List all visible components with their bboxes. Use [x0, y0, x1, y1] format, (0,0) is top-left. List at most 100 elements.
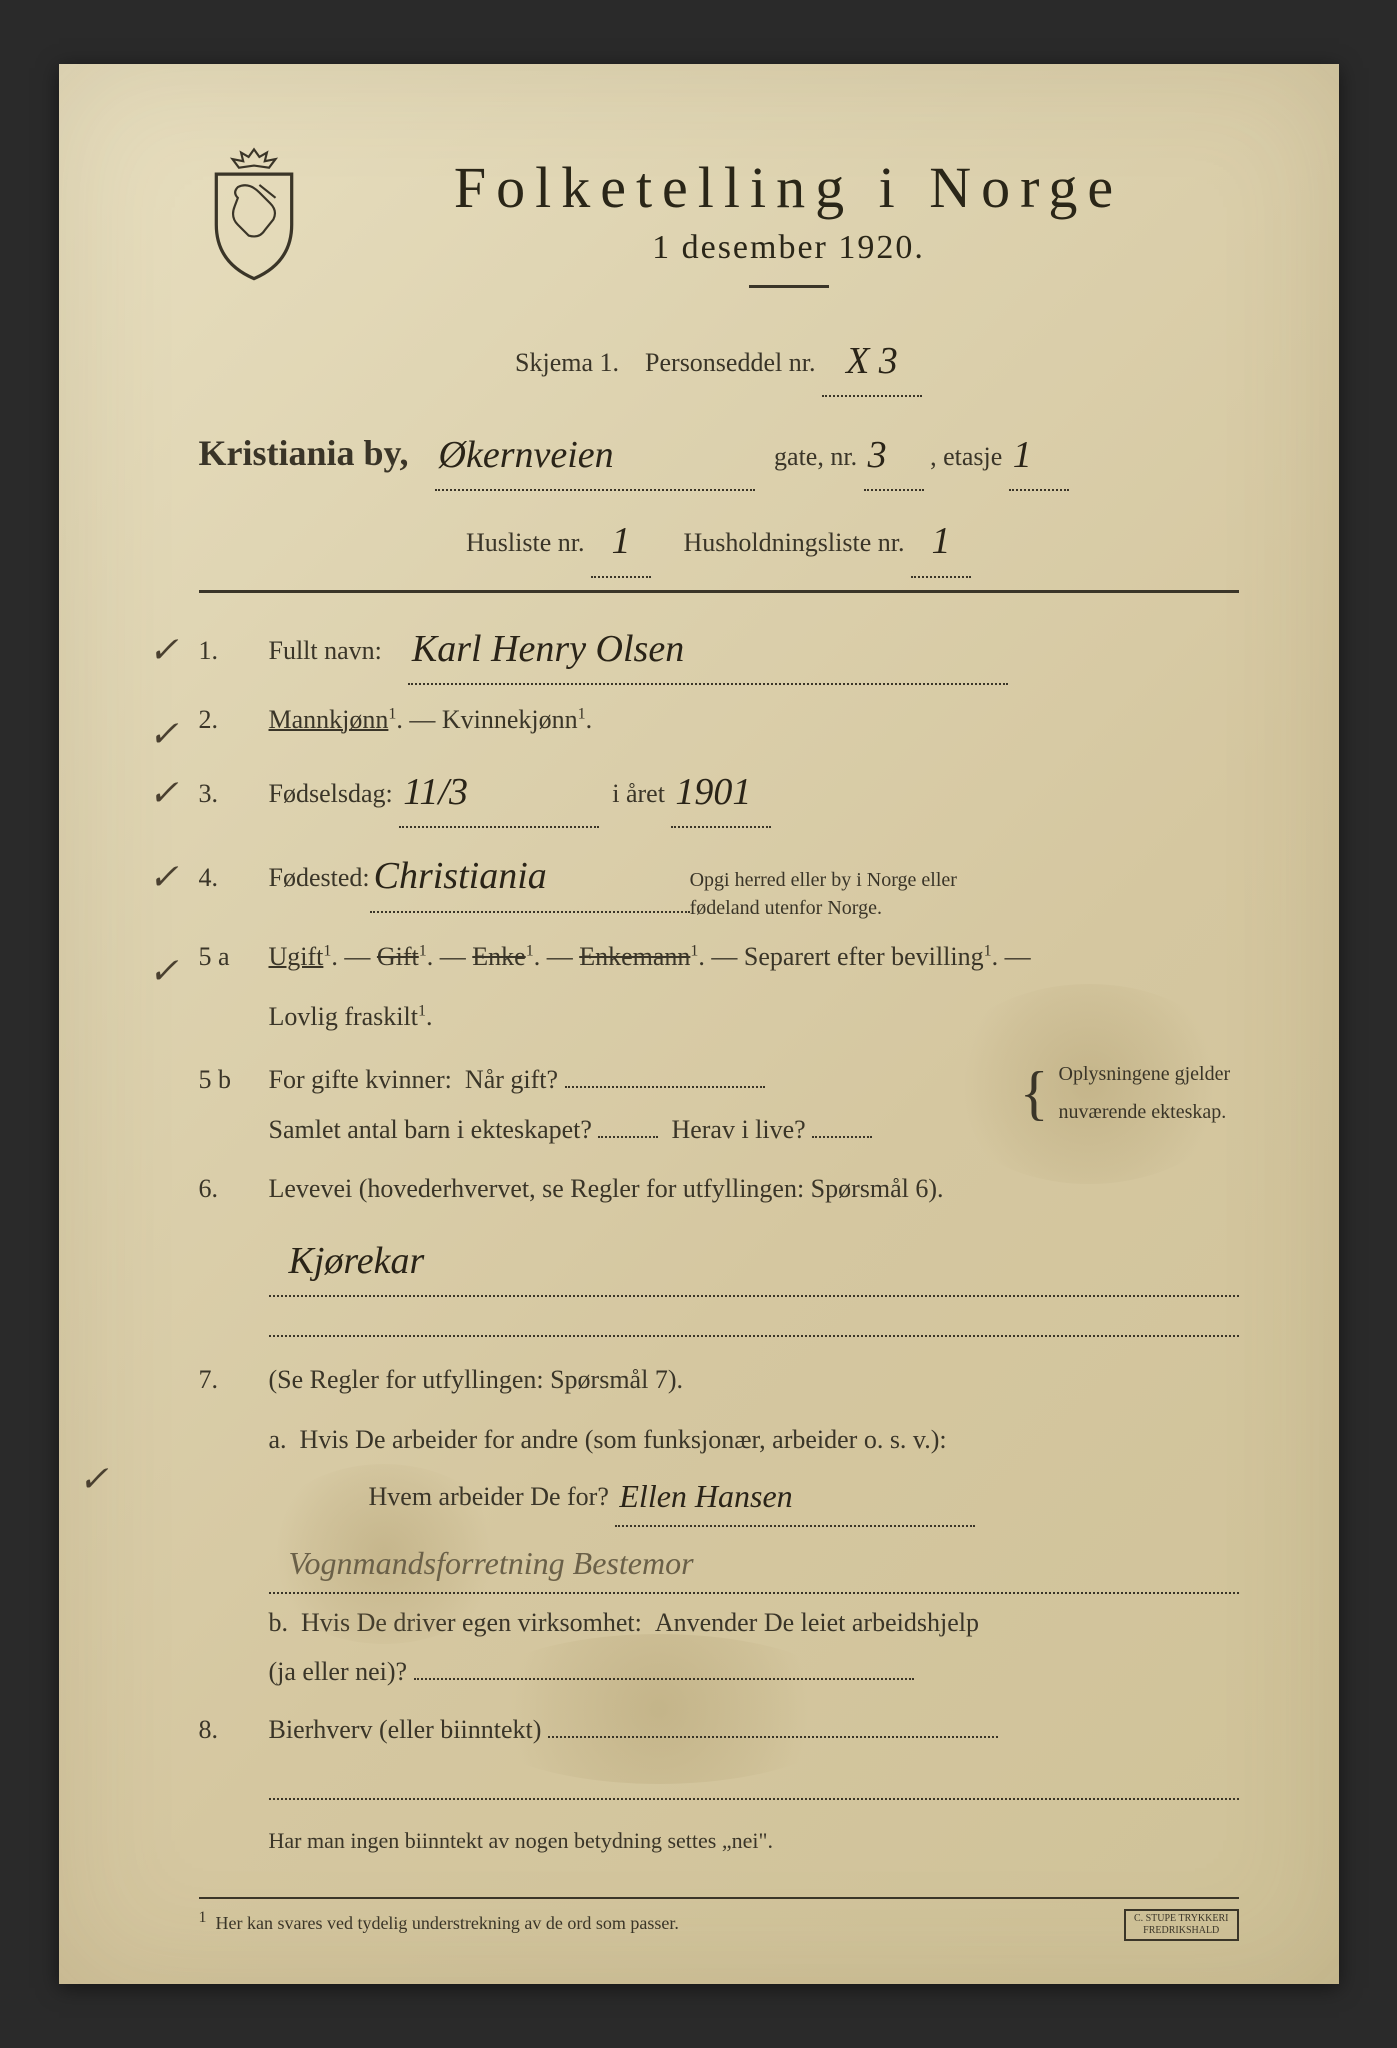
personseddel-value: X 3: [846, 340, 898, 382]
husliste-nr: 1: [611, 520, 630, 562]
q5a-separert: Separert efter bevilling: [744, 942, 984, 971]
q7a-text: Hvis De arbeider for andre (som funksjon…: [300, 1425, 947, 1454]
form-body: Skjema 1. Personseddel nr. X 3 Kristiani…: [199, 323, 1239, 1862]
city-name: Kristiania by,: [199, 433, 409, 473]
q4-note: Opgi herred eller by i Norge eller fødel…: [690, 866, 970, 922]
q8-blank-line: [269, 1764, 1239, 1800]
q5a-ugift: Ugift: [269, 942, 324, 971]
q8-fill: [548, 1736, 998, 1738]
q3-day: 11/3: [403, 771, 468, 813]
q3-num: 3.: [199, 769, 269, 818]
q2-male: Mannkjønn: [269, 705, 389, 734]
checkmark-icon: ✓: [79, 1445, 109, 1513]
coat-of-arms-icon: [199, 144, 309, 284]
q7b-fill: [414, 1678, 914, 1680]
schema-line: Skjema 1. Personseddel nr. X 3: [199, 323, 1239, 397]
question-6: 6. Levevei (hovederhvervet, se Regler fo…: [199, 1164, 1239, 1213]
q7b-paren: (ja eller nei)?: [269, 1657, 408, 1686]
document-header: Folketelling i Norge 1 desember 1920.: [199, 144, 1239, 313]
q5a-fraskilt: Lovlig fraskilt: [269, 1002, 418, 1031]
q4-value: Christiania: [374, 855, 547, 897]
stamp-line2: FREDRIKSHALD: [1134, 1925, 1229, 1937]
q7-label: (Se Regler for utfyllingen: Spørsmål 7).: [269, 1355, 1239, 1404]
question-7a: ✓ a. Hvis De arbeider for andre (som fun…: [199, 1415, 1239, 1594]
q4-label: Fødested:: [269, 853, 370, 902]
question-7b: b. Hvis De driver egen virksomhet: Anven…: [199, 1598, 1239, 1697]
checkmark-icon: ✓: [149, 759, 179, 827]
checkmark-icon: ✓: [149, 616, 179, 684]
gate-nr: 3: [868, 434, 887, 476]
title-block: Folketelling i Norge 1 desember 1920.: [339, 144, 1239, 313]
q7b-text: Hvis De driver egen virksomhet:: [301, 1608, 642, 1637]
q5b-children-fill: [598, 1136, 658, 1138]
location-line: Kristiania by, Økernveien gate, nr. 3 , …: [199, 417, 1239, 491]
q5b-alive: Herav i live?: [671, 1115, 805, 1144]
husholdning-nr: 1: [931, 520, 950, 562]
q5b-when: Når gift?: [465, 1065, 558, 1094]
q7a-label: a.: [269, 1425, 287, 1454]
q5b-when-fill: [565, 1086, 765, 1088]
q6-num: 6.: [199, 1164, 269, 1213]
q1-value: Karl Henry Olsen: [412, 628, 684, 670]
q5b-label: For gifte kvinner:: [269, 1065, 452, 1094]
census-document: Folketelling i Norge 1 desember 1920. Sk…: [59, 64, 1339, 1984]
question-3: ✓ 3. Fødselsdag: 11/3 i året 1901: [199, 754, 1239, 828]
q8-num: 8.: [199, 1705, 269, 1754]
q3-label: Fødselsdag:: [269, 779, 393, 808]
q5b-num: 5 b: [199, 1055, 269, 1104]
husliste-label: Husliste nr.: [466, 528, 584, 557]
personseddel-label: Personseddel nr.: [645, 348, 815, 377]
checkmark-icon: ✓: [149, 700, 179, 768]
q7-num: 7.: [199, 1355, 269, 1404]
schema-label: Skjema 1.: [515, 348, 619, 377]
footnote-ref: 1: [578, 705, 586, 722]
etasje-label: , etasje: [930, 442, 1002, 471]
main-title: Folketelling i Norge: [339, 154, 1239, 221]
title-divider: [749, 285, 829, 288]
street-value: Økernveien: [439, 434, 614, 476]
question-5a: ✓ 5 a Ugift1. — Gift1. — Enke1. — Enkema…: [199, 932, 1239, 981]
q3-year: 1901: [675, 771, 751, 813]
q2-num: 2.: [199, 695, 269, 744]
gate-label: gate, nr.: [774, 442, 857, 471]
husholdning-label: Husholdningsliste nr.: [683, 528, 904, 557]
q7b-label: b.: [269, 1608, 289, 1637]
q6-label: Levevei (hovederhvervet, se Regler for u…: [269, 1164, 1239, 1213]
q5a-num: 5 a: [199, 932, 269, 981]
footnote-text: Her kan svares ved tydelig understreknin…: [216, 1913, 679, 1933]
q5a-enkemann: Enkemann: [579, 942, 690, 971]
q6-answer: ✓ Kjørekar: [199, 1223, 1239, 1337]
separator: —: [409, 705, 442, 734]
q7a-question: Hvem arbeider De for?: [369, 1482, 609, 1511]
subtitle: 1 desember 1920.: [339, 229, 1239, 267]
section-divider: [199, 590, 1239, 593]
q7a-value2: Vognmandsforretning Bestemor: [289, 1545, 694, 1581]
question-7: 7. (Se Regler for utfyllingen: Spørsmål …: [199, 1355, 1239, 1404]
question-5b: 5 b For gifte kvinner: Når gift? Samlet …: [199, 1055, 1239, 1154]
q2-female: Kvinnekjønn: [442, 705, 578, 734]
q4-num: 4.: [199, 853, 269, 902]
q5b-note: Oplysningene gjelder nuværende ekteskap.: [1059, 1055, 1239, 1131]
q5b-alive-fill: [812, 1136, 872, 1138]
q7a-value: Ellen Hansen: [619, 1478, 792, 1514]
q5a-cont: Lovlig fraskilt1.: [199, 992, 1239, 1041]
checkmark-icon: ✓: [149, 843, 179, 911]
q8-cont: [199, 1764, 1239, 1800]
question-8: 8. Bierhverv (eller biinntekt): [199, 1705, 1239, 1754]
document-footer: 1 Her kan svares ved tydelig understrekn…: [199, 1897, 1239, 1934]
husliste-line: Husliste nr. 1 Husholdningsliste nr. 1: [199, 503, 1239, 577]
q8-label: Bierhverv (eller biinntekt): [269, 1715, 542, 1744]
question-1: ✓ 1. Fullt navn: Karl Henry Olsen: [199, 611, 1239, 685]
brace-icon: {: [1020, 1069, 1049, 1117]
printer-stamp: C. STUPE TRYKKERI FREDRIKSHALD: [1124, 1909, 1239, 1941]
q6-value: Kjørekar: [289, 1240, 425, 1282]
checkmark-icon: ✓: [149, 937, 179, 1005]
q7b-question: Anvender De leiet arbeidshjelp: [655, 1608, 979, 1637]
stamp-line1: C. STUPE TRYKKERI: [1134, 1913, 1229, 1925]
q1-label: Fullt navn:: [269, 636, 382, 665]
q5a-enke: Enke: [472, 942, 525, 971]
q5a-gift: Gift: [377, 942, 419, 971]
q3-year-label: i året: [612, 779, 665, 808]
question-2: ✓ 2. Mannkjønn1. — Kvinnekjønn1.: [199, 695, 1239, 744]
q1-num: 1.: [199, 626, 269, 675]
